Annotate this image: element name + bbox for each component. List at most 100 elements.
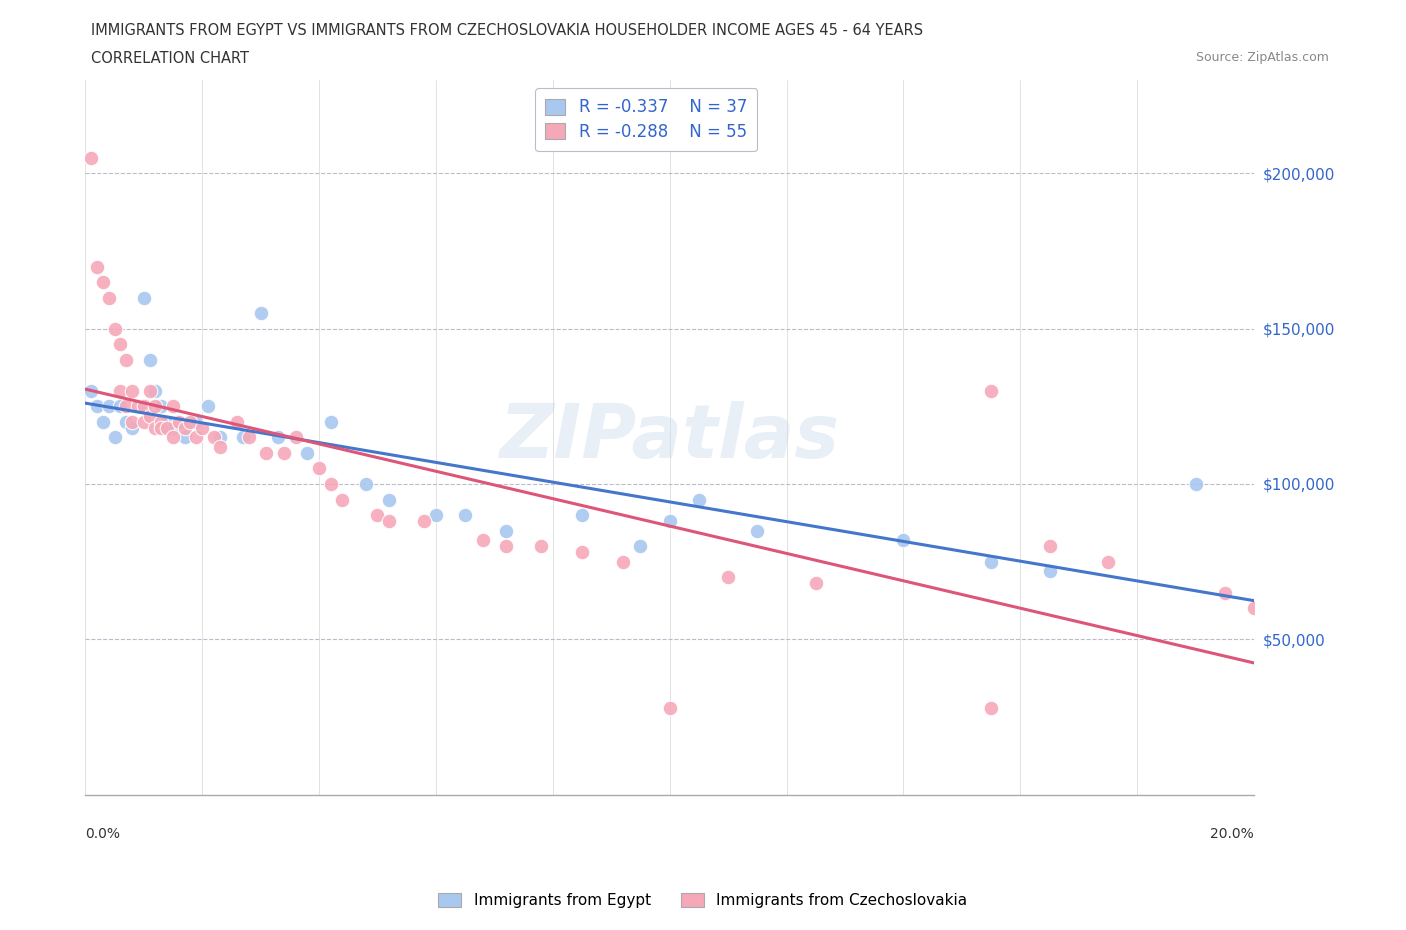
Point [138,352,160,367]
Point [1243,601,1265,616]
Point [319,415,342,430]
Point [208,430,231,445]
Point [1184,476,1206,491]
Point [284,430,307,445]
Point [267,430,290,445]
Point [208,439,231,454]
Point [1097,554,1119,569]
Point [97,399,120,414]
Point [173,420,195,435]
Point [378,492,401,507]
Point [162,420,184,435]
Point [495,538,517,553]
Point [145,383,167,398]
Point [612,554,634,569]
Point [425,508,447,523]
Point [717,570,740,585]
Point [179,415,201,430]
Point [121,420,143,435]
Point [86,399,108,414]
Text: IMMIGRANTS FROM EGYPT VS IMMIGRANTS FROM CZECHOSLOVAKIA HOUSEHOLDER INCOME AGES : IMMIGRANTS FROM EGYPT VS IMMIGRANTS FROM… [91,23,924,38]
Point [471,533,494,548]
Legend: R = -0.337    N = 37, R = -0.288    N = 55: R = -0.337 N = 37, R = -0.288 N = 55 [536,88,758,151]
Point [97,290,120,305]
Point [1038,538,1060,553]
Point [156,420,179,435]
Point [571,508,593,523]
Point [80,151,103,166]
Point [980,554,1002,569]
Point [80,383,103,398]
Point [121,383,143,398]
Point [191,420,214,435]
Point [150,420,173,435]
Point [688,492,710,507]
Point [115,399,138,414]
Point [256,445,278,460]
Point [167,415,190,430]
Point [980,700,1002,715]
Point [121,415,143,430]
Point [156,415,179,430]
Point [173,430,195,445]
Point [747,524,769,538]
Point [132,290,155,305]
Point [354,476,377,491]
Point [186,415,208,430]
Point [91,274,114,289]
Point [127,399,149,414]
Point [530,538,553,553]
Point [145,420,167,435]
Point [162,399,184,414]
Text: Source: ZipAtlas.com: Source: ZipAtlas.com [1195,51,1329,64]
Text: ZIPatlas: ZIPatlas [499,401,839,474]
Point [238,430,260,445]
Point [132,415,155,430]
Point [232,430,254,445]
Point [86,259,108,274]
Point [658,700,681,715]
Point [91,415,114,430]
Point [162,430,184,445]
Point [273,445,295,460]
Point [249,306,271,321]
Legend: Immigrants from Egypt, Immigrants from Czechoslovakia: Immigrants from Egypt, Immigrants from C… [434,889,972,913]
Point [571,545,593,560]
Point [319,476,342,491]
Point [115,352,138,367]
Point [495,524,517,538]
Point [110,337,132,352]
Point [186,430,208,445]
Point [804,576,827,591]
Point [297,445,319,460]
Text: 20.0%: 20.0% [1211,827,1254,841]
Text: CORRELATION CHART: CORRELATION CHART [91,51,249,66]
Point [103,321,125,336]
Point [366,508,388,523]
Point [332,492,354,507]
Point [103,430,125,445]
Point [150,399,173,414]
Point [115,415,138,430]
Point [308,461,330,476]
Text: 0.0%: 0.0% [86,827,121,841]
Point [202,430,225,445]
Point [454,508,477,523]
Point [893,533,915,548]
Point [138,383,160,398]
Point [658,513,681,528]
Point [110,383,132,398]
Point [150,415,173,430]
Point [1038,564,1060,578]
Point [138,408,160,423]
Point [145,399,167,414]
Point [378,513,401,528]
Point [980,383,1002,398]
Point [226,415,249,430]
Point [110,399,132,414]
Point [197,399,219,414]
Point [630,538,652,553]
Point [132,399,155,414]
Point [1213,585,1236,600]
Point [413,513,436,528]
